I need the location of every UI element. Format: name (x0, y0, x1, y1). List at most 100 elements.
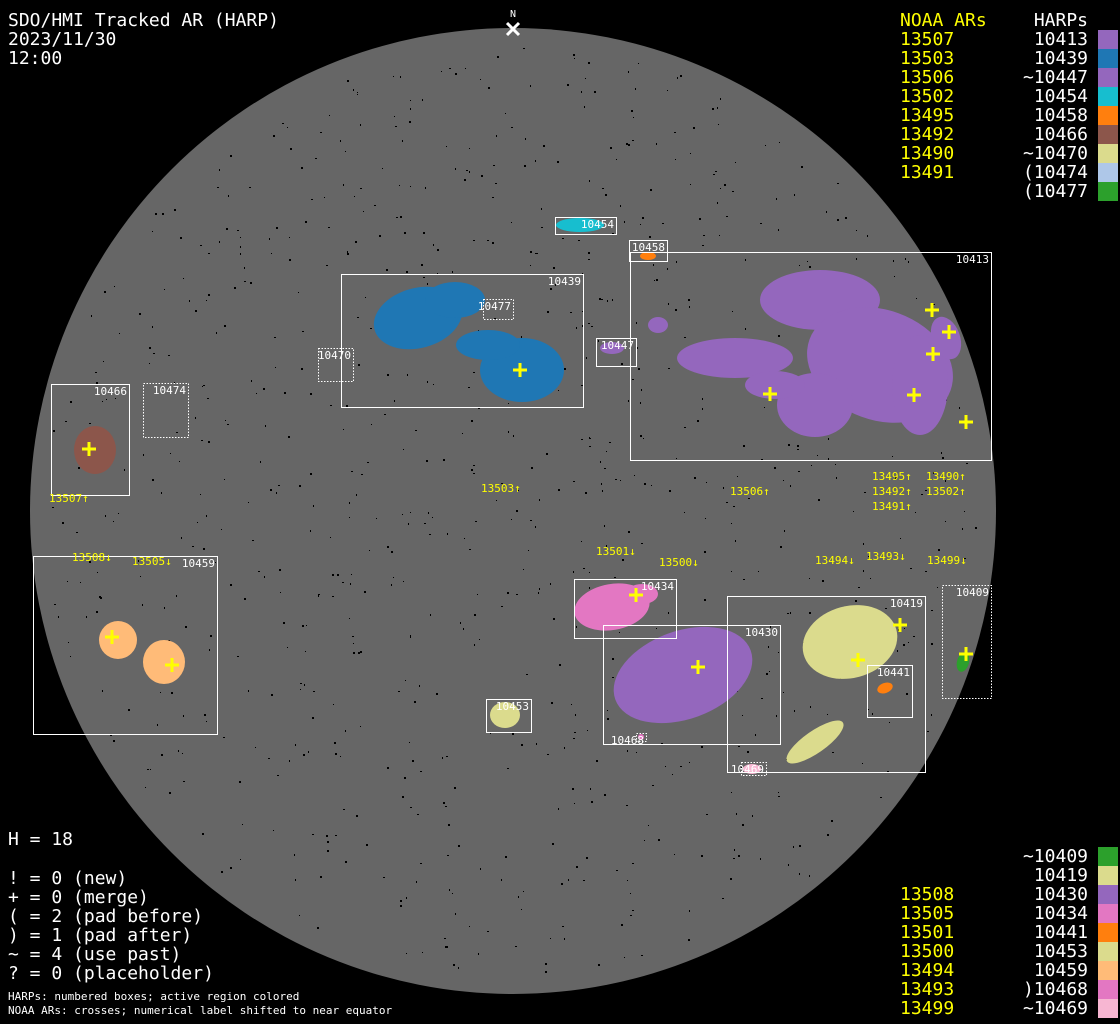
harp-box-10458: 10458 (629, 240, 668, 262)
status-count-line: ! = 0 (new) (8, 868, 127, 889)
speck (507, 592, 509, 594)
noaa-label-13503: 13503↑ (481, 482, 521, 495)
speck (684, 427, 686, 428)
active-region-10413 (677, 338, 793, 378)
speck (287, 647, 288, 648)
speck (668, 368, 670, 369)
speck (632, 140, 634, 141)
speck (607, 710, 608, 711)
speck (905, 258, 906, 260)
speck (226, 228, 228, 230)
speck (343, 184, 344, 186)
harp-number: (10477 (1023, 181, 1088, 202)
speck (651, 485, 652, 486)
speck (404, 777, 406, 779)
speck (217, 187, 219, 188)
harp-box-outline (574, 579, 677, 639)
speck (735, 540, 736, 542)
speck (437, 249, 439, 251)
speck (86, 616, 87, 618)
speck (342, 582, 344, 583)
speck (895, 477, 897, 479)
noaa-cross-icon (926, 347, 940, 361)
speck (419, 685, 420, 687)
speck (713, 174, 715, 175)
speck (248, 502, 249, 503)
speck (480, 79, 481, 80)
speck (357, 94, 358, 95)
harp-box-10459: 10459 (33, 556, 218, 735)
color-swatch (1098, 87, 1118, 106)
harp-box-label: 10453 (496, 700, 529, 713)
speck (586, 857, 588, 859)
speck (289, 760, 290, 762)
speck (371, 424, 372, 425)
speck (208, 294, 210, 296)
speck (169, 792, 171, 794)
speck (462, 433, 463, 434)
speck (809, 612, 811, 614)
speck (402, 514, 403, 515)
noaa-ar-number: 13492 (900, 124, 954, 145)
speck (332, 574, 334, 576)
speck (326, 265, 328, 266)
speck (183, 781, 185, 782)
speck (723, 487, 724, 489)
speck (545, 963, 547, 965)
speck (581, 385, 583, 386)
speck (962, 528, 963, 530)
speck (906, 693, 908, 695)
speck (523, 569, 524, 570)
speck (445, 806, 447, 807)
speck (273, 830, 274, 831)
speck (589, 446, 591, 447)
speck (704, 599, 706, 601)
speck (387, 374, 389, 376)
speck (799, 845, 801, 847)
speck (70, 401, 72, 403)
speck (170, 453, 171, 454)
noaa-cross-icon (691, 660, 705, 674)
speck (718, 124, 719, 125)
speck (745, 259, 746, 261)
speck (654, 280, 655, 281)
speck (442, 757, 443, 759)
speck (581, 439, 583, 440)
speck (743, 445, 745, 447)
speck (576, 626, 577, 628)
speck (589, 180, 590, 182)
speck (606, 451, 607, 452)
speck (239, 781, 241, 783)
speck (464, 538, 465, 539)
speck (853, 511, 854, 512)
north-label: N (510, 9, 516, 20)
speck (460, 622, 461, 624)
speck (705, 518, 706, 519)
noaa-label-13493: 13493↓ (866, 550, 906, 563)
harp-box-10430: 10430 (603, 625, 781, 745)
speck (559, 664, 561, 666)
noaa-label-13490: 13490↑ (926, 470, 966, 483)
speck (582, 273, 583, 274)
speck (161, 492, 162, 494)
speck (809, 875, 810, 877)
speck (345, 151, 346, 152)
active-region-10419 (802, 605, 898, 679)
speck (790, 485, 791, 487)
speck (332, 596, 334, 597)
speck (224, 325, 226, 327)
color-swatch (1098, 942, 1118, 961)
speck (350, 583, 351, 585)
speck (573, 54, 575, 56)
speck (701, 746, 703, 748)
speck (731, 523, 732, 524)
speck (358, 364, 360, 366)
color-swatch (1098, 923, 1118, 942)
speck (583, 880, 585, 881)
speck (668, 303, 669, 305)
speck (573, 481, 575, 482)
speck (105, 515, 106, 517)
speck (733, 858, 735, 859)
noaa-label-13506: 13506↑ (730, 485, 770, 498)
harp-number: 10441 (1034, 922, 1088, 943)
